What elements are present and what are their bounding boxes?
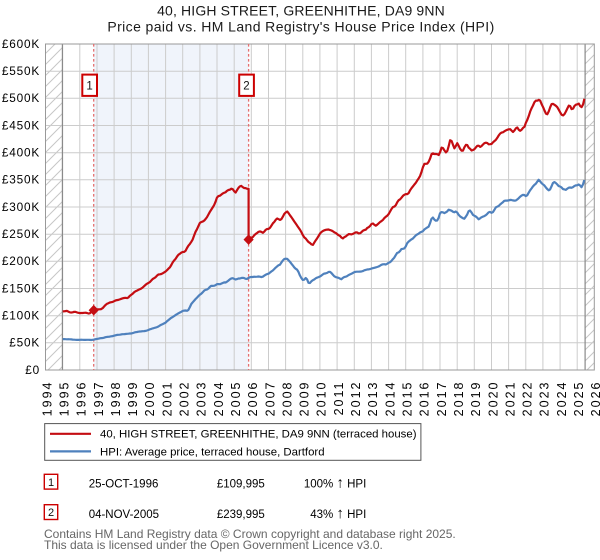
svg-text:2003: 2003 — [195, 381, 209, 417]
svg-text:2018: 2018 — [452, 381, 466, 417]
svg-text:Contains HM Land Registry data: Contains HM Land Registry data © Crown c… — [44, 527, 456, 541]
svg-text:£150K: £150K — [2, 281, 40, 295]
svg-text:1997: 1997 — [92, 381, 106, 417]
svg-text:2010: 2010 — [315, 381, 329, 417]
svg-text:2023: 2023 — [538, 381, 552, 417]
svg-text:04-NOV-2005: 04-NOV-2005 — [89, 509, 159, 521]
svg-text:2000: 2000 — [143, 381, 157, 417]
svg-text:£300K: £300K — [2, 200, 40, 214]
svg-text:2004: 2004 — [212, 381, 226, 417]
svg-text:2014: 2014 — [383, 381, 397, 417]
svg-text:£109,995: £109,995 — [217, 479, 265, 491]
svg-text:Price paid vs. HM Land Registr: Price paid vs. HM Land Registry's House … — [107, 18, 494, 34]
svg-text:1998: 1998 — [109, 381, 123, 417]
svg-text:2019: 2019 — [469, 381, 483, 417]
svg-text:2016: 2016 — [418, 381, 432, 417]
svg-text:1999: 1999 — [126, 381, 140, 417]
svg-text:40, HIGH STREET, GREENHITHE, D: 40, HIGH STREET, GREENHITHE, DA9 9NN (te… — [100, 428, 417, 440]
svg-text:£100K: £100K — [2, 309, 40, 323]
svg-text:1995: 1995 — [58, 381, 72, 417]
svg-text:2008: 2008 — [280, 381, 294, 417]
svg-text:2024: 2024 — [555, 381, 569, 417]
svg-text:100% ↑ HPI: 100% ↑ HPI — [304, 475, 366, 492]
svg-text:2005: 2005 — [229, 381, 243, 417]
svg-text:2009: 2009 — [298, 381, 312, 417]
svg-text:£450K: £450K — [2, 118, 40, 132]
svg-text:2026: 2026 — [589, 381, 600, 417]
svg-text:2017: 2017 — [435, 381, 449, 417]
svg-text:2022: 2022 — [521, 381, 535, 417]
svg-text:40, HIGH STREET, GREENHITHE, D: 40, HIGH STREET, GREENHITHE, DA9 9NN — [157, 3, 445, 19]
svg-text:2007: 2007 — [263, 381, 277, 417]
svg-text:£400K: £400K — [2, 146, 40, 160]
svg-text:2020: 2020 — [486, 381, 500, 417]
svg-text:£0: £0 — [25, 363, 40, 377]
svg-text:1996: 1996 — [75, 381, 89, 417]
svg-text:2006: 2006 — [246, 381, 260, 417]
svg-text:1: 1 — [48, 477, 54, 489]
svg-text:£200K: £200K — [2, 254, 40, 268]
svg-text:1: 1 — [86, 81, 92, 93]
svg-text:2012: 2012 — [349, 381, 363, 417]
svg-text:£50K: £50K — [9, 336, 40, 350]
svg-text:£250K: £250K — [2, 227, 40, 241]
svg-text:£550K: £550K — [2, 64, 40, 78]
svg-text:2021: 2021 — [503, 381, 517, 417]
svg-text:This data is licensed under th: This data is licensed under the Open Gov… — [44, 538, 383, 552]
svg-text:2001: 2001 — [160, 381, 174, 417]
svg-text:2002: 2002 — [178, 381, 192, 417]
svg-text:25-OCT-1996: 25-OCT-1996 — [89, 479, 159, 491]
svg-text:2: 2 — [48, 507, 54, 519]
svg-text:43% ↑ HPI: 43% ↑ HPI — [310, 505, 366, 522]
svg-text:£239,995: £239,995 — [217, 509, 265, 521]
svg-text:2025: 2025 — [572, 381, 586, 417]
svg-text:2015: 2015 — [401, 381, 415, 417]
svg-text:£600K: £600K — [2, 37, 40, 51]
svg-text:2011: 2011 — [332, 381, 346, 416]
svg-text:1994: 1994 — [40, 381, 54, 417]
svg-text:2013: 2013 — [366, 381, 380, 417]
svg-text:HPI: Average price, terraced h: HPI: Average price, terraced house, Dart… — [100, 446, 325, 458]
svg-text:£500K: £500K — [2, 91, 40, 105]
svg-text:2: 2 — [243, 81, 249, 93]
svg-text:£350K: £350K — [2, 173, 40, 187]
